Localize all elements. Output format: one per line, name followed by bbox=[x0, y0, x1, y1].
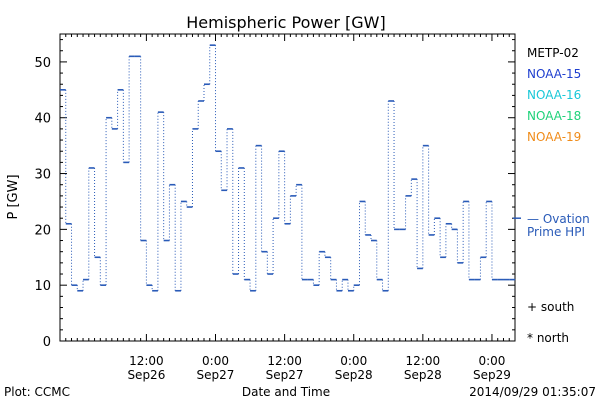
y-tick-label: 10 bbox=[34, 279, 51, 294]
x-tick-label-date: Sep29 bbox=[473, 368, 511, 382]
x-axis-label: Date and Time bbox=[242, 385, 330, 399]
y-axis-label: P [GW] bbox=[6, 174, 21, 219]
x-tick-label-date: Sep27 bbox=[266, 368, 304, 382]
legend-entry: METP-02 bbox=[527, 46, 579, 60]
plot-border bbox=[59, 33, 516, 342]
x-tick-label-time: 12:00 bbox=[267, 354, 302, 368]
marker-entry: + south bbox=[527, 300, 574, 314]
marker-legend: + south * north bbox=[527, 300, 574, 345]
legend-entry: NOAA-18 bbox=[527, 109, 581, 123]
marker-entry: * north bbox=[527, 331, 569, 345]
x-tick-label-time: 0:00 bbox=[202, 354, 229, 368]
x-tick-label-date: Sep28 bbox=[404, 368, 442, 382]
footer-timestamp: 2014/09/29 01:35:07 bbox=[469, 385, 596, 399]
x-tick-label-time: 12:00 bbox=[406, 354, 441, 368]
legend: METP-02 NOAA-15 NOAA-16 NOAA-18 NOAA-19 bbox=[527, 46, 581, 144]
series-layer bbox=[60, 44, 515, 292]
y-tick-label: 30 bbox=[34, 168, 51, 183]
x-axis-ticks: 12:00Sep260:00Sep2712:00Sep270:00Sep2812… bbox=[59, 34, 516, 382]
x-tick-label-date: Sep27 bbox=[197, 368, 235, 382]
chart-title: Hemispheric Power [GW] bbox=[186, 13, 385, 32]
legend-entry: NOAA-19 bbox=[527, 130, 581, 144]
footer-left: Plot: CCMC bbox=[4, 385, 70, 399]
ovation-label: — Ovation bbox=[527, 212, 590, 226]
x-tick-label-date: Sep28 bbox=[335, 368, 373, 382]
x-tick-label-time: 12:00 bbox=[129, 354, 164, 368]
ovation-label-2: Prime HPI bbox=[527, 225, 585, 239]
x-tick-label-time: 0:00 bbox=[478, 354, 505, 368]
x-tick-label-time: 0:00 bbox=[340, 354, 367, 368]
legend-entry: NOAA-16 bbox=[527, 88, 581, 102]
x-tick-label-date: Sep26 bbox=[127, 368, 165, 382]
y-tick-label: 0 bbox=[43, 335, 51, 350]
y-tick-label: 40 bbox=[34, 112, 51, 127]
y-axis-ticks: 0 10 20 30 40 50 bbox=[34, 39, 515, 350]
y-tick-label: 20 bbox=[34, 223, 51, 238]
plot-frame bbox=[59, 33, 516, 342]
y-tick-label: 50 bbox=[34, 56, 51, 71]
legend-entry: NOAA-15 bbox=[527, 67, 581, 81]
